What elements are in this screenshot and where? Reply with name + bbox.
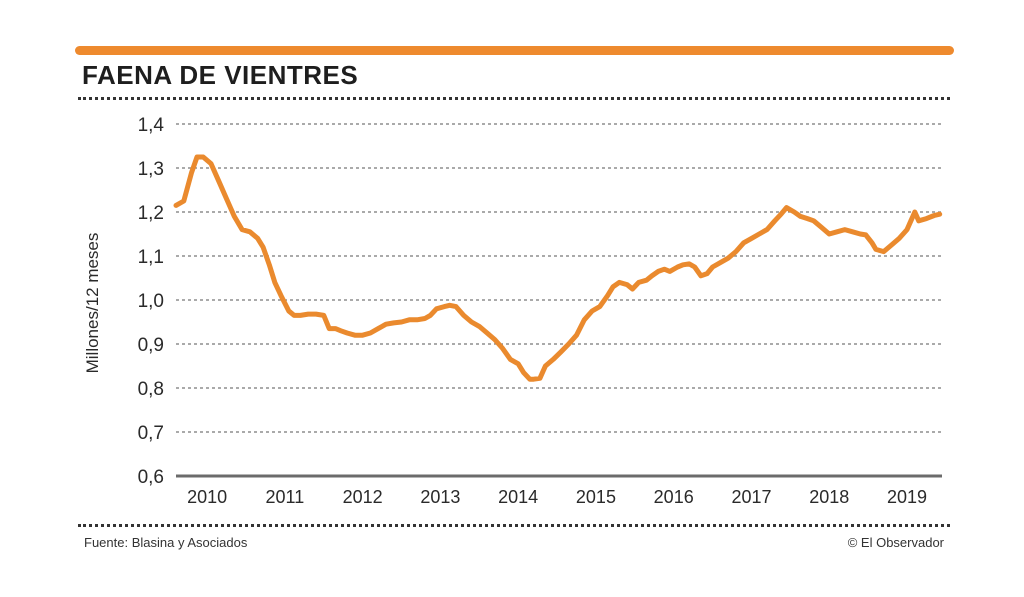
top-dotted-rule	[78, 97, 950, 100]
x-tick-label: 2010	[187, 487, 227, 507]
y-axis-label: Millones/12 meses	[83, 233, 102, 374]
x-tick-label: 2013	[420, 487, 460, 507]
y-tick-label: 1,1	[138, 247, 164, 268]
x-tick-label: 2019	[887, 487, 927, 507]
bottom-dotted-rule	[78, 524, 950, 527]
x-tick-label: 2011	[266, 487, 305, 507]
x-tick-label: 2016	[654, 487, 694, 507]
x-tick-label: 2015	[576, 487, 616, 507]
y-tick-label: 1,3	[138, 159, 164, 180]
chart-title: FAENA DE VIENTRES	[82, 60, 359, 90]
y-tick-label: 0,7	[138, 423, 164, 444]
credit-note: © El Observador	[847, 535, 944, 550]
gridlines	[176, 123, 942, 433]
x-tick-label: 2017	[731, 487, 771, 507]
x-tick-label: 2018	[809, 487, 849, 507]
accent-bar	[75, 46, 954, 55]
y-tick-label: 1,2	[138, 203, 164, 224]
y-tick-label: 1,0	[138, 291, 164, 312]
source-note: Fuente: Blasina y Asociados	[84, 535, 248, 550]
x-tick-labels: 2010 2011 2012 2013 2014 2015 2016 2017 2018 2019	[187, 487, 927, 507]
y-tick-label: 0,6	[138, 467, 164, 488]
x-tick-label: 2014	[498, 487, 538, 507]
y-tick-label: 1,4	[138, 115, 165, 136]
x-tick-label: 2012	[343, 487, 383, 507]
y-tick-label: 0,9	[138, 335, 164, 356]
y-tick-labels: 0,6 0,7 0,8 0,9 1,0 1,1 1,2 1,3 1,4	[138, 115, 165, 488]
series-line-faena-de-vientres	[173, 154, 943, 382]
y-tick-label: 0,8	[138, 379, 164, 400]
